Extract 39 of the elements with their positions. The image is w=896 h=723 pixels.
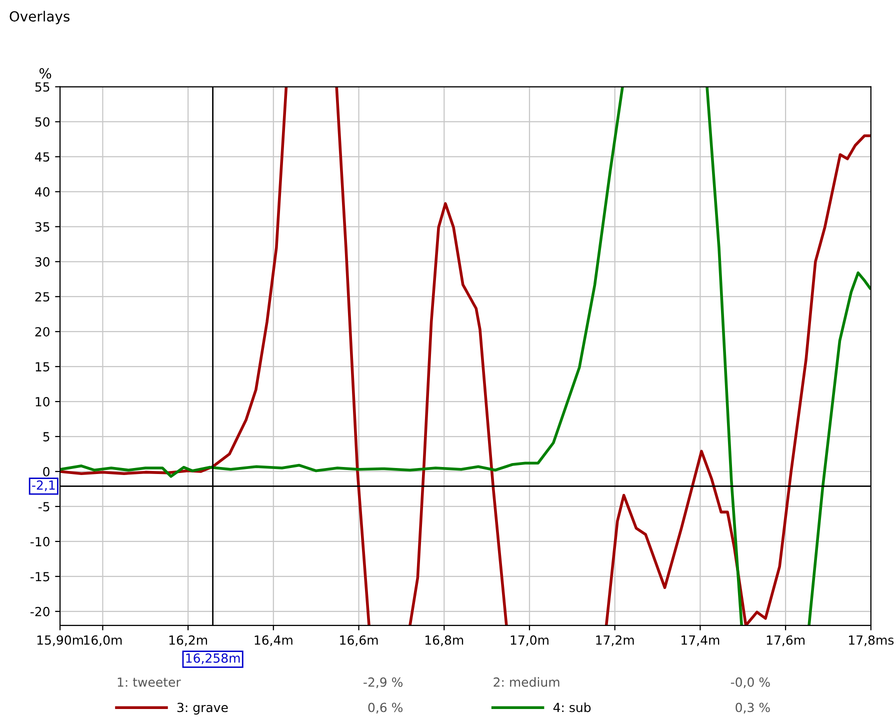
- x-tick-label: 16,2m: [169, 635, 208, 646]
- y-tick-label: 20: [35, 327, 50, 337]
- x-tick-label: 16,8m: [426, 635, 464, 646]
- y-axis-title: %: [39, 68, 52, 79]
- text: 0,3 %: [736, 702, 770, 714]
- ref-line-label: 16,258m: [186, 653, 240, 664]
- x-tick-label: 17,4m: [682, 636, 720, 646]
- y-tick-label: 25: [35, 292, 50, 302]
- text: 1: tweeter: [118, 678, 181, 687]
- y-tick-label: -15: [30, 572, 50, 582]
- x-tick-label: 16,0m: [84, 635, 122, 646]
- x-tick-label: 16,6m: [340, 635, 378, 646]
- chart-title: Overlays: [10, 10, 70, 24]
- y-tick-label: 30: [35, 257, 50, 267]
- ref-line-label: -2,1: [32, 480, 55, 492]
- y-tick-label: 5: [43, 432, 50, 442]
- x-tick-label: 16,4m: [254, 635, 292, 646]
- y-tick-label: 50: [35, 117, 50, 127]
- legend-label: 4: sub: [553, 702, 591, 712]
- y-tick-label: 45: [35, 152, 50, 162]
- y-tick-label: 0: [43, 466, 50, 476]
- legend-label: 3: grave: [177, 702, 228, 715]
- y-tick-label: 55: [35, 82, 50, 92]
- text: -0,0 %: [730, 677, 770, 688]
- y-tick-label: 40: [35, 187, 50, 197]
- text: 0,6 %: [368, 702, 403, 714]
- y-tick-label: 35: [35, 222, 50, 232]
- text: 2: medium: [494, 677, 560, 687]
- y-tick-label: 10: [36, 397, 50, 406]
- x-tick-label: 15,90m: [37, 635, 83, 646]
- y-tick-label: -20: [30, 606, 50, 616]
- text: -2,9 %: [364, 677, 403, 688]
- y-tick-label: 15: [36, 362, 50, 372]
- x-tick-label: 17,8ms: [849, 635, 894, 646]
- x-tick-label: 17,2m: [596, 635, 634, 646]
- y-tick-label: -5: [38, 502, 50, 512]
- x-tick-label: 17,6m: [766, 635, 804, 646]
- x-tick-label: 17,0m: [510, 635, 548, 646]
- y-tick-label: -10: [30, 536, 50, 546]
